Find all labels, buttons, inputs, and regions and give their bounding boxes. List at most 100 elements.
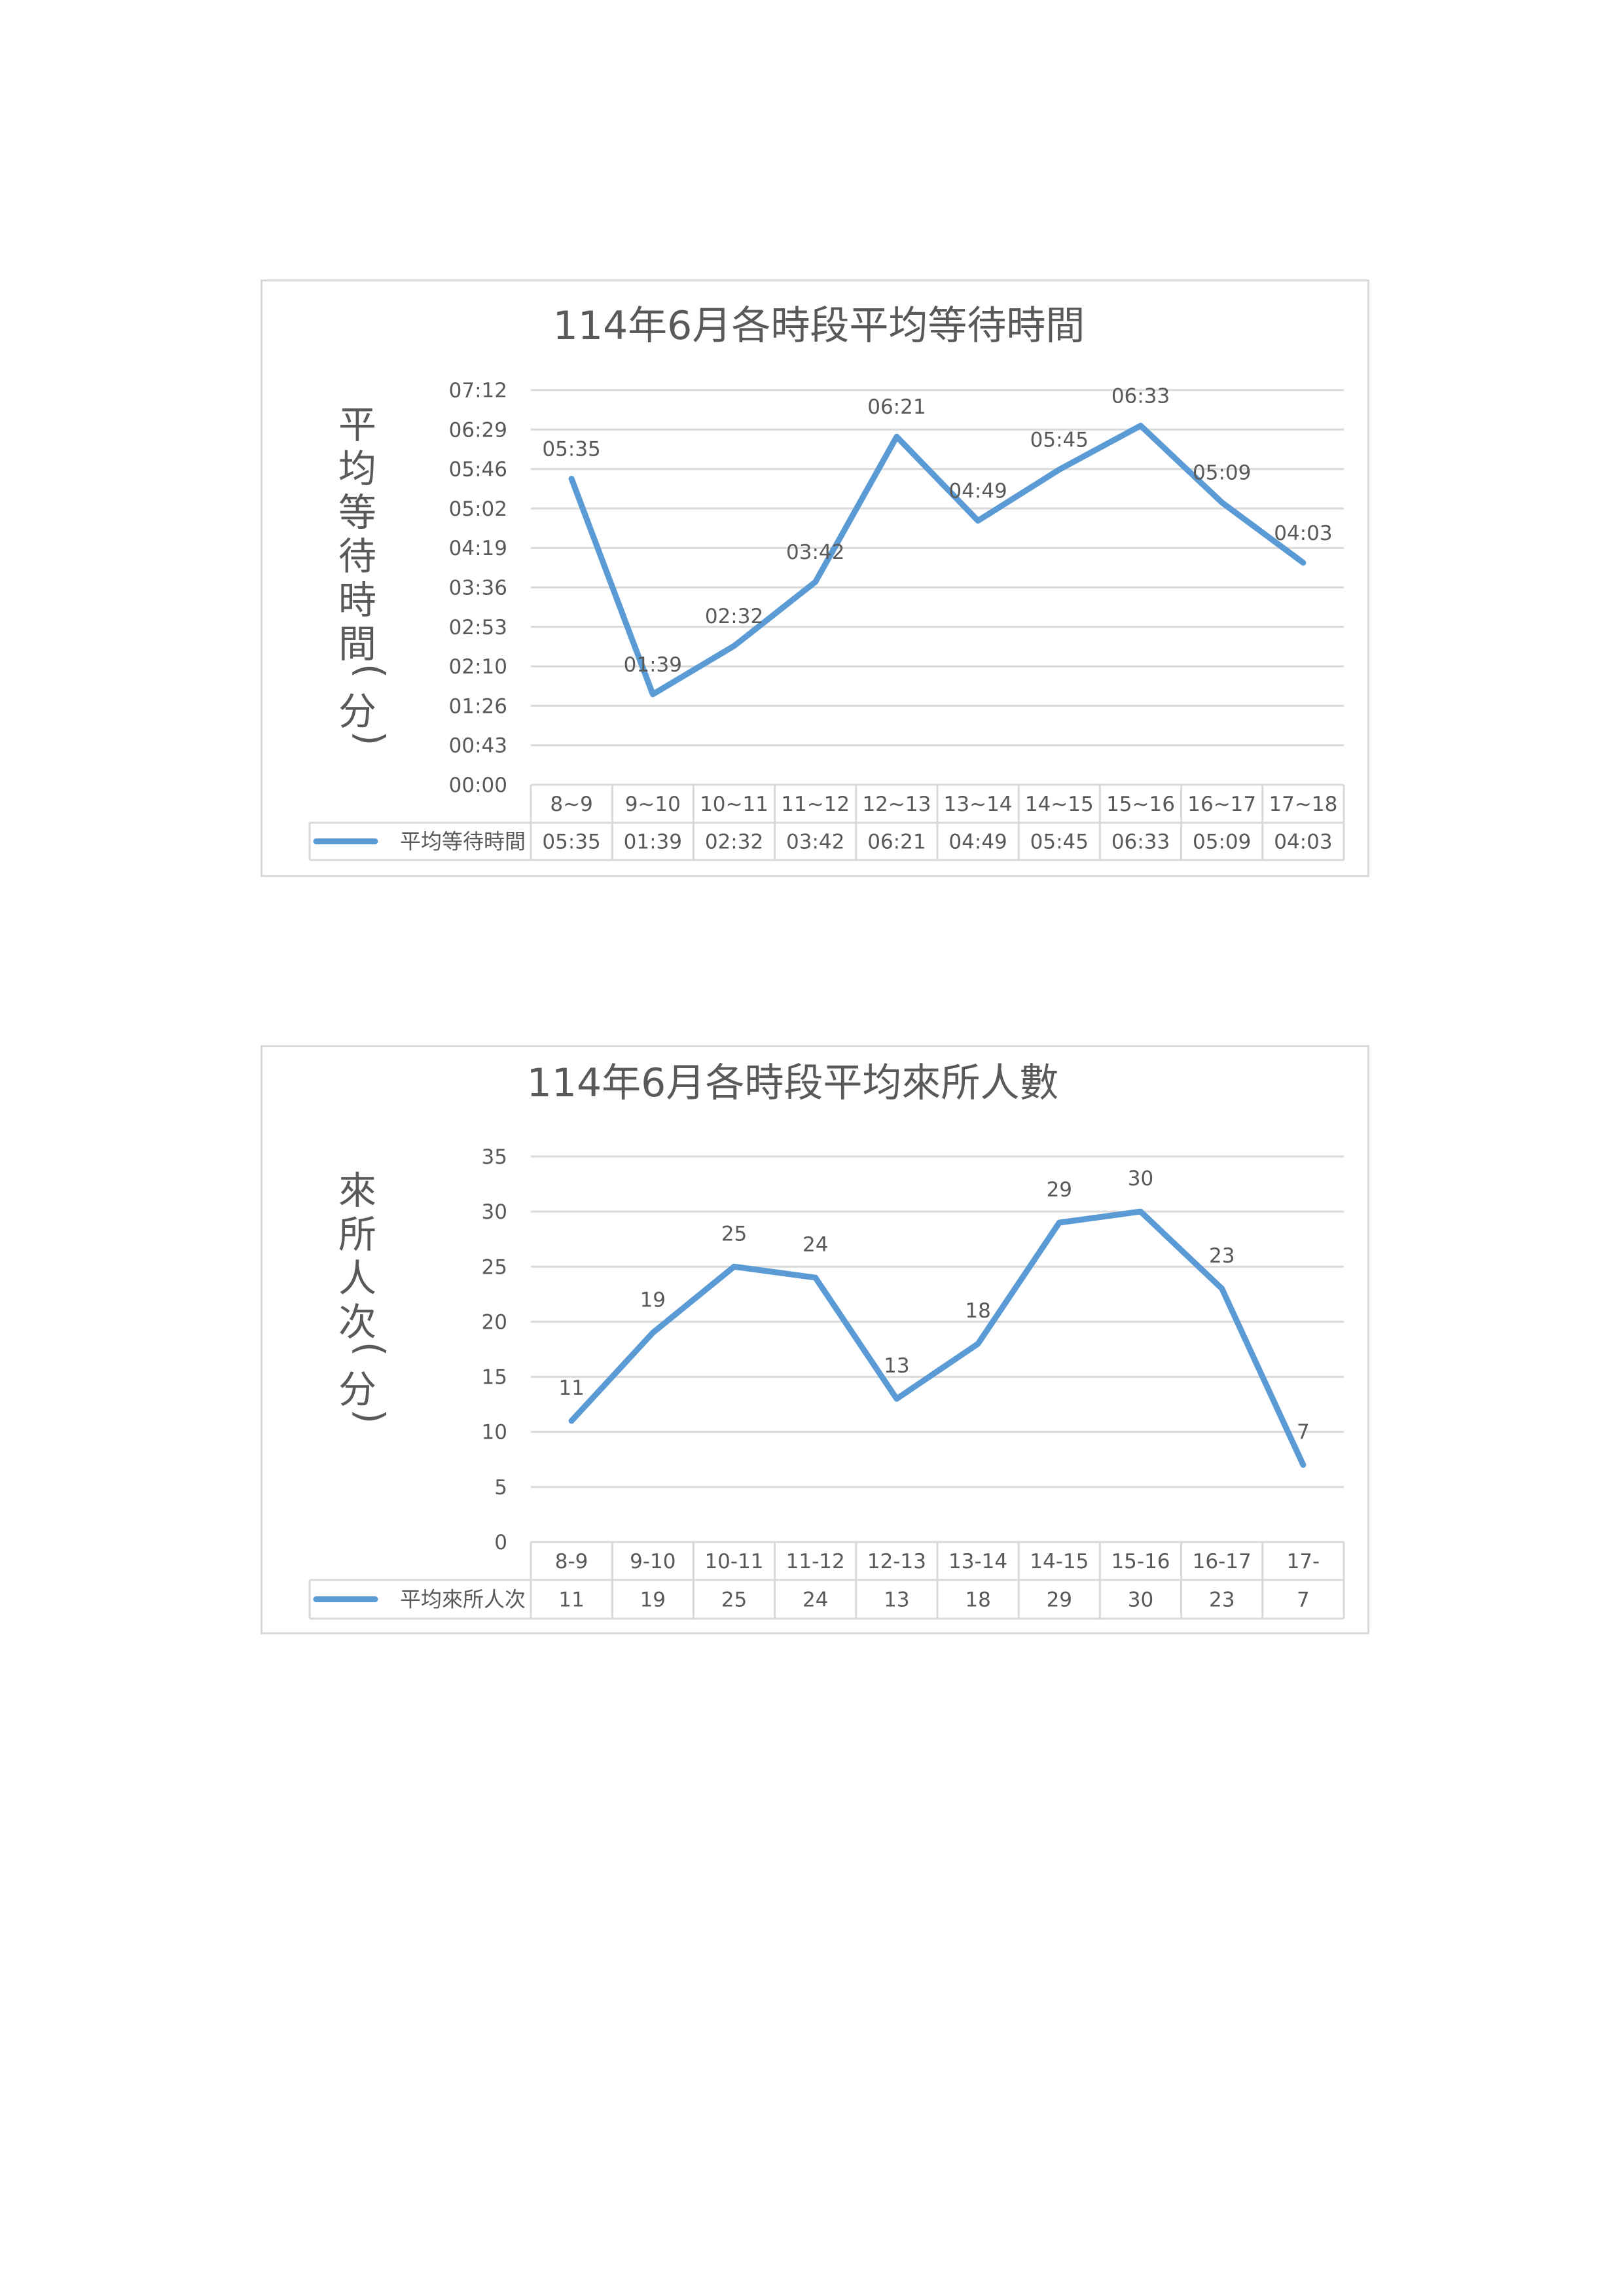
chart2-x-tick-label: 14-15 (1030, 1550, 1089, 1573)
chart2-legend-label: 平均來所人次 (400, 1587, 526, 1612)
chart2-data-label: 19 (640, 1288, 666, 1312)
chart1-table-value: 06:21 (867, 831, 926, 854)
chart2-ylabel-char: 人 (338, 1256, 376, 1300)
chart2-data-label: 24 (803, 1233, 828, 1257)
chart2-y-tick-label: 30 (482, 1200, 507, 1224)
chart1-y-tick-label: 05:46 (449, 458, 507, 482)
chart2-x-tick-label: 16-17 (1193, 1550, 1252, 1573)
chart1-ylabel-char: 間 (338, 622, 376, 666)
chart1-x-tick-label: 16~17 (1187, 793, 1256, 816)
chart2-x-tick-label: 13-14 (948, 1550, 1007, 1573)
chart-visitor-count: 114年6月各時段平均來所人數來所人次(分) 0 5 10 15 20 25 30 35 8-9 9… (261, 1045, 1369, 1634)
chart2-series-line (568, 1208, 1307, 1468)
chart2-data-label: 30 (1128, 1167, 1153, 1191)
chart1-legend-label: 平均等待時間 (400, 829, 526, 854)
chart2-table-value: 7 (1297, 1588, 1310, 1612)
chart1-x-tick-label: 12~13 (862, 793, 931, 816)
chart1-ylabel-char: 等 (338, 490, 376, 535)
chart2-table-value: 13 (884, 1588, 909, 1612)
chart2-data-label: 29 (1047, 1178, 1072, 1202)
chart1-data-label: 05:45 (1030, 428, 1089, 452)
chart2-y-tick-label: 20 (482, 1310, 507, 1334)
chart2-table-value: 11 (558, 1588, 584, 1612)
chart1-ylabel-char: ( (348, 664, 393, 679)
chart1-y-tick-label: 02:53 (449, 616, 507, 639)
chart1-y-tick-label: 01:26 (449, 694, 507, 718)
chart2-title: 114年6月各時段平均來所人數 (527, 1060, 1059, 1106)
chart2-table-value: 23 (1209, 1588, 1235, 1612)
chart1-y-tick-label: 07:12 (449, 379, 507, 403)
chart2-table-value: 25 (721, 1588, 747, 1612)
chart1-x-tick-label: 8~9 (550, 793, 592, 816)
chart2-data-label: 11 (558, 1376, 584, 1400)
chart2-y-tick-label: 0 (494, 1531, 507, 1554)
chart1-x-tick-label: 14~15 (1025, 793, 1094, 816)
chart2-y-tick-label: 15 (482, 1366, 507, 1390)
chart2-ylabel-char: 次 (338, 1300, 376, 1344)
chart1-table-value: 05:35 (542, 831, 600, 854)
chart1-data-label: 04:03 (1274, 522, 1332, 545)
chart2-x-tick-label: 8-9 (555, 1550, 588, 1573)
chart-wait-time: 114年6月各時段平均等待時間平均等待時間(分) 00:00 00:43 01:26 0… (261, 279, 1369, 877)
chart1-y-tick-label: 03:36 (449, 577, 507, 600)
chart1-ylabel-char: 時 (338, 578, 376, 622)
chart1-table-value: 02:32 (705, 831, 763, 854)
wait-time-chart-svg: 114年6月各時段平均等待時間平均等待時間(分)00:0000:4301:260… (308, 303, 1345, 861)
chart2-table-value: 19 (640, 1588, 666, 1612)
chart2-x-tick-label: 12-13 (867, 1550, 926, 1573)
chart1-ylabel-char: ) (348, 731, 393, 746)
chart1-data-label: 06:33 (1111, 384, 1170, 408)
chart1-table-value: 06:33 (1111, 831, 1170, 854)
chart2-ylabel-char: ) (348, 1409, 393, 1424)
chart1-data-label: 01:39 (624, 653, 682, 677)
chart1-y-tick-label: 00:00 (449, 774, 507, 797)
chart1-x-tick-label: 11~12 (781, 793, 850, 816)
chart1-x-tick-label: 15~16 (1106, 793, 1175, 816)
chart1-series-line (568, 422, 1307, 698)
chart1-data-label: 05:09 (1193, 461, 1251, 485)
chart2-table-value: 18 (965, 1588, 990, 1612)
chart2-ylabel-char: 來 (338, 1168, 376, 1213)
chart2-x-tick-label: 11-12 (786, 1550, 845, 1573)
chart1-ylabel-char: 平 (338, 403, 376, 447)
chart1-y-tick-label: 06:29 (449, 418, 507, 442)
chart2-ylabel-char: ( (348, 1342, 393, 1357)
chart2-ylabel-char: 所 (338, 1212, 376, 1257)
chart2-x-tick-label: 15-16 (1111, 1550, 1170, 1573)
chart2-y-tick-label: 10 (482, 1421, 507, 1444)
chart2-x-tick-label: 10-11 (704, 1550, 763, 1573)
chart1-table-value: 04:03 (1274, 831, 1332, 854)
chart1-x-tick-label: 10~11 (700, 793, 768, 816)
chart2-data-label: 25 (721, 1222, 747, 1246)
chart2-data-label: 13 (884, 1354, 909, 1378)
chart1-y-tick-label: 00:43 (449, 734, 507, 758)
chart1-data-label: 06:21 (867, 395, 926, 419)
chart1-ylabel-char: 均 (338, 446, 376, 491)
chart1-table-value: 03:42 (786, 831, 844, 854)
chart1-table-value: 05:45 (1030, 831, 1089, 854)
chart2-table-value: 29 (1047, 1588, 1072, 1612)
chart1-data-label: 02:32 (705, 605, 763, 628)
chart2-data-label: 7 (1297, 1420, 1310, 1444)
chart1-data-label: 03:42 (786, 541, 844, 564)
chart2-data-label: 18 (965, 1299, 990, 1323)
chart1-ylabel-char: 分 (338, 689, 376, 734)
chart1-x-tick-label: 9~10 (625, 793, 681, 816)
chart2-x-tick-label: 17- (1287, 1550, 1320, 1573)
chart1-x-tick-label: 13~14 (944, 793, 1013, 816)
chart1-y-tick-label: 02:10 (449, 655, 507, 679)
chart1-y-tick-label: 05:02 (449, 497, 507, 521)
chart2-table-value: 24 (803, 1588, 828, 1612)
chart2-x-tick-label: 9-10 (630, 1550, 676, 1573)
chart2-data-label: 23 (1209, 1244, 1235, 1268)
chart1-y-tick-label: 04:19 (449, 537, 507, 560)
chart2-table-value: 30 (1128, 1588, 1153, 1612)
chart2-y-tick-label: 5 (494, 1476, 507, 1499)
chart1-title: 114年6月各時段平均等待時間 (553, 303, 1085, 349)
chart1-x-tick-label: 17~18 (1269, 793, 1337, 816)
chart1-ylabel-char: 待 (338, 534, 376, 579)
chart2-ylabel-char: 分 (338, 1367, 376, 1412)
chart1-table-value: 04:49 (948, 831, 1007, 854)
chart1-data-label: 04:49 (948, 480, 1007, 503)
